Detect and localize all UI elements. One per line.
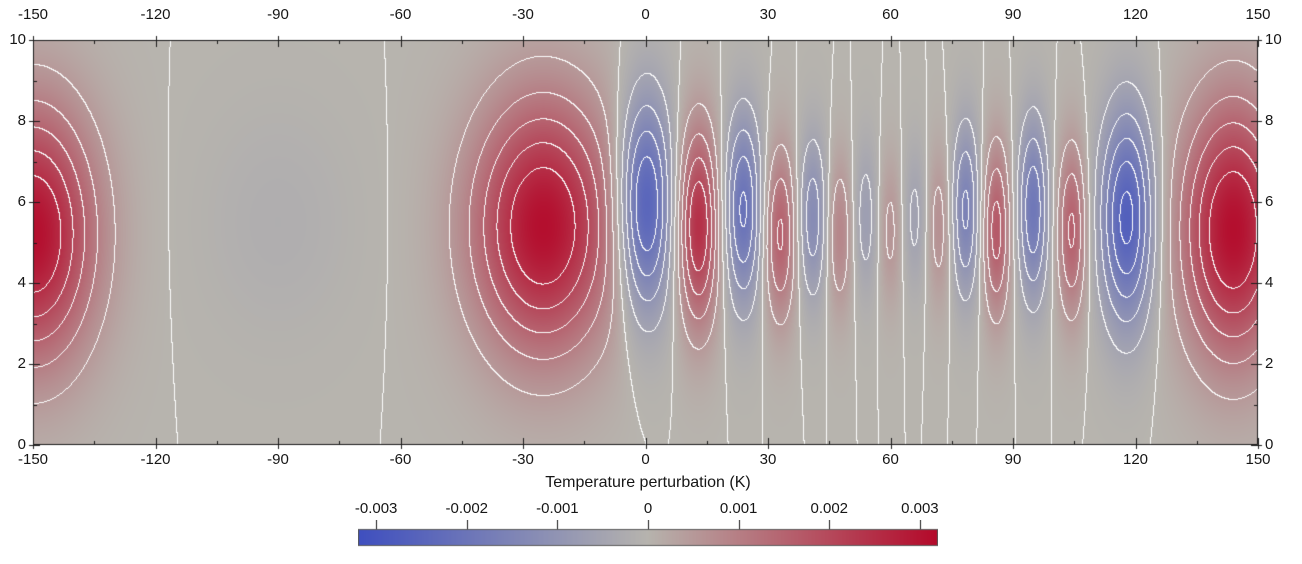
colorbar-tick-label: -0.003 <box>354 500 398 517</box>
colorbar-title: Temperature perturbation (K) <box>545 474 751 491</box>
contour-plot-canvas <box>0 0 1302 470</box>
colorbar-tick-label: 0 <box>643 500 653 517</box>
colorbar-tick-label: 0.003 <box>901 500 939 517</box>
colorbar-gradient <box>358 520 938 547</box>
colorbar-tick-label: -0.002 <box>445 500 489 517</box>
colorbar-tick-label: 0.002 <box>810 500 849 517</box>
colorbar-tick-label: 0.001 <box>719 500 758 517</box>
colorbar-tick-label: -0.001 <box>536 500 579 517</box>
